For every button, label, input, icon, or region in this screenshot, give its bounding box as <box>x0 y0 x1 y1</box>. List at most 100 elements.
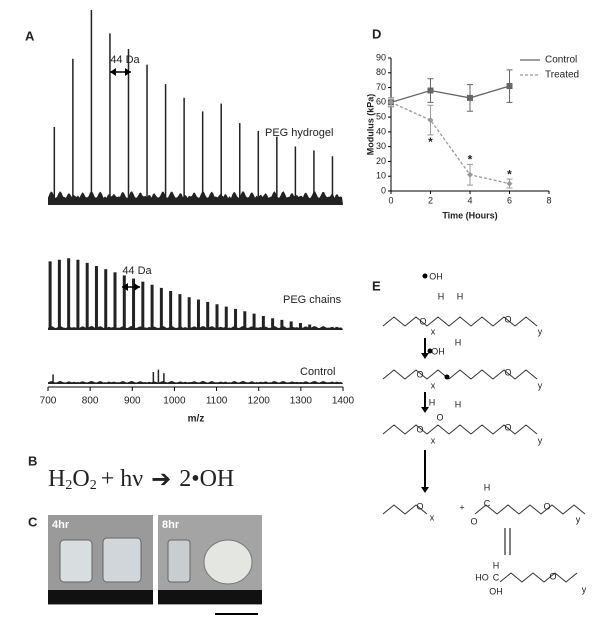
atom-label: y <box>538 435 543 445</box>
line <box>390 101 510 185</box>
photo-label: 4hr <box>52 519 70 531</box>
legend-label: Control <box>545 55 577 66</box>
atom-label: y <box>576 514 581 524</box>
atom-label: H <box>429 397 436 407</box>
y-tick-label: 40 <box>376 126 386 136</box>
atom-label: OH <box>429 271 443 281</box>
series-label: PEG hydrogel <box>265 127 333 139</box>
atom-label: C <box>493 572 500 582</box>
atom-label: x <box>431 380 436 390</box>
atom-label: y <box>538 380 543 390</box>
atom-label: O <box>470 516 477 526</box>
arrowhead <box>421 353 429 359</box>
radical-dot <box>422 273 428 279</box>
marker <box>506 83 513 90</box>
marker <box>506 180 513 187</box>
x-tick-label: 8 <box>546 195 551 205</box>
legend-label: Treated <box>545 70 579 81</box>
atom-label: H <box>455 399 462 409</box>
x-axis-label: Time (Hours) <box>442 210 497 220</box>
noise <box>48 326 343 330</box>
photo-label: 8hr <box>162 519 180 531</box>
atom-label: O <box>504 314 511 324</box>
bond <box>382 424 538 435</box>
atom-label: y <box>582 584 587 594</box>
marker <box>467 171 473 178</box>
x-tick-label: 1300 <box>290 396 313 407</box>
atom-label: O <box>543 501 550 511</box>
atom-label: H <box>493 560 500 570</box>
arrowhead <box>110 68 131 76</box>
noise <box>48 191 343 205</box>
equation: H2O2 + hν ➔ 2•OH <box>48 465 234 493</box>
y-tick-label: 20 <box>376 156 386 166</box>
atom-label: O <box>549 571 556 581</box>
atom-label: O <box>504 422 511 432</box>
significance: * <box>507 167 512 181</box>
radical-dot <box>427 348 433 354</box>
bond <box>382 369 538 380</box>
atom-label: OH <box>489 586 503 596</box>
significance: * <box>468 153 473 167</box>
x-tick-label: 1000 <box>163 396 186 407</box>
atom-label: H <box>438 291 445 301</box>
bond <box>474 504 586 515</box>
arrowhead <box>421 487 429 493</box>
x-tick-label: 900 <box>124 396 141 407</box>
panel-label: C <box>28 514 38 529</box>
x-tick-label: 800 <box>82 396 99 407</box>
bond <box>382 504 428 515</box>
x-tick-label: 2 <box>428 195 433 205</box>
atom-label: O <box>416 424 423 434</box>
series-label: PEG chains <box>283 294 342 306</box>
arrowhead <box>122 283 140 291</box>
atom-label: O <box>504 367 511 377</box>
series-label: Control <box>300 366 335 378</box>
y-tick-label: 80 <box>376 67 386 77</box>
x-tick-label: 4 <box>467 195 472 205</box>
y-tick-label: 0 <box>381 185 386 195</box>
significance: * <box>428 135 433 149</box>
y-tick-label: 70 <box>376 82 386 92</box>
bond <box>499 572 578 583</box>
marker <box>427 87 434 94</box>
atom-label: H <box>457 291 464 301</box>
x-tick-label: 700 <box>40 396 57 407</box>
y-tick-label: 90 <box>376 52 386 62</box>
atom-label: C <box>484 498 491 508</box>
atom-label: O <box>416 501 423 511</box>
bond <box>382 316 538 327</box>
atom-label: O <box>436 412 443 422</box>
x-tick-label: 0 <box>388 195 393 205</box>
x-tick-label: 1400 <box>332 396 355 407</box>
atom-label: OH <box>431 346 445 356</box>
photo <box>48 515 262 615</box>
x-axis-label: m/z <box>188 414 205 425</box>
x-tick-label: 6 <box>507 195 512 205</box>
radical-dot <box>444 374 450 380</box>
panel-label: B <box>28 453 37 468</box>
atom-label: y <box>538 326 543 336</box>
marker <box>388 99 394 106</box>
atom-label: O <box>419 316 426 326</box>
panel-label: D <box>372 26 381 41</box>
atom-label: H <box>484 482 491 492</box>
atom-label: x <box>430 512 435 522</box>
atom-label: x <box>431 326 436 336</box>
atom-label: H <box>455 337 462 347</box>
annotation: 44 Da <box>122 265 152 277</box>
atom-label: x <box>431 435 436 445</box>
y-tick-label: 60 <box>376 97 386 107</box>
arrowhead <box>421 407 429 413</box>
annotation: 44 Da <box>110 54 140 66</box>
marker <box>427 117 434 124</box>
y-tick-label: 30 <box>376 141 386 151</box>
x-tick-label: 1100 <box>206 396 228 407</box>
y-axis-label: Modulus (kPa) <box>365 94 375 156</box>
marker <box>467 94 473 101</box>
equilibrium-arrow <box>504 528 511 555</box>
y-tick-label: 50 <box>376 111 386 121</box>
line <box>390 85 510 103</box>
noise <box>48 381 343 384</box>
